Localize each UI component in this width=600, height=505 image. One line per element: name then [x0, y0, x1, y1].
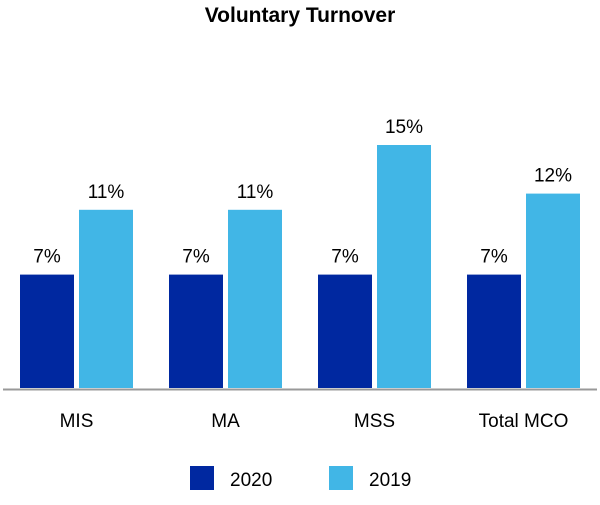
x-tick-label: Total MCO: [479, 411, 569, 432]
data-label: 11%: [88, 182, 125, 203]
data-label: 11%: [237, 182, 274, 203]
chart-title: Voluntary Turnover: [205, 4, 396, 27]
legend-label: 2020: [230, 470, 272, 491]
data-label: 7%: [33, 247, 61, 268]
bar-2019-mis: [79, 209, 133, 388]
x-tick-label: MA: [211, 411, 240, 432]
legend-swatch-2020: [190, 466, 214, 490]
data-label: 12%: [534, 166, 572, 187]
data-label: 15%: [385, 117, 423, 138]
data-label: 7%: [331, 247, 359, 268]
bar-2020-mis: [20, 274, 74, 388]
data-label: 7%: [182, 247, 210, 268]
bar-2020-ma: [169, 274, 223, 388]
bar-2019-mss: [377, 145, 431, 388]
legend-label: 2019: [369, 470, 411, 491]
bar-2019-total-mco: [526, 193, 580, 388]
bar-2019-ma: [228, 209, 282, 388]
x-tick-label: MSS: [354, 411, 395, 432]
legend-swatch-2019: [329, 466, 353, 490]
data-label: 7%: [480, 247, 508, 268]
x-tick-label: MIS: [60, 411, 94, 432]
bar-2020-mss: [318, 274, 372, 388]
bar-2020-total-mco: [467, 274, 521, 388]
